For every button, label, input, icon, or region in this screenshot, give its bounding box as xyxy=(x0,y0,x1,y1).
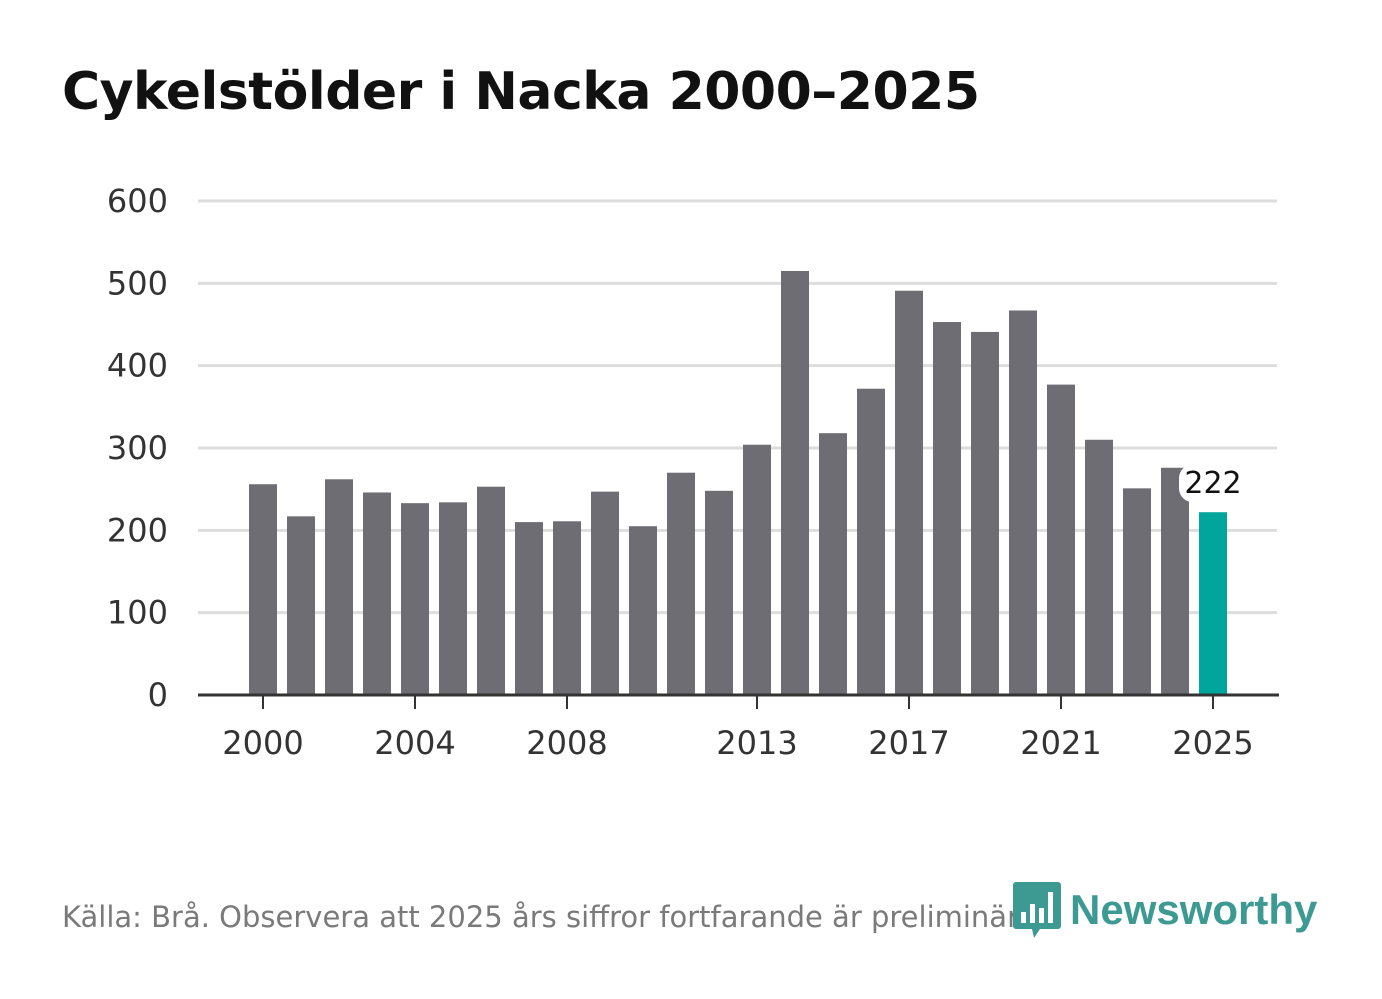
x-tick-label: 2017 xyxy=(868,724,949,762)
bar-2019 xyxy=(971,331,999,695)
x-tick-label: 2004 xyxy=(374,724,455,762)
bar-2002 xyxy=(325,479,353,695)
bar-2017 xyxy=(895,290,923,695)
bar-2025 xyxy=(1199,512,1227,695)
bar-2013 xyxy=(743,444,771,695)
bar-2001 xyxy=(287,516,315,695)
x-tick-label: 2021 xyxy=(1020,724,1101,762)
bar-2012 xyxy=(705,490,733,695)
bars xyxy=(249,270,1227,695)
y-tick-label: 600 xyxy=(107,182,168,220)
bar-2020 xyxy=(1009,310,1037,695)
bar-2010 xyxy=(629,526,657,695)
y-tick-label: 100 xyxy=(107,594,168,632)
bar-2015 xyxy=(819,433,847,695)
bar-2003 xyxy=(363,492,391,695)
x-axis-ticks: 2000 2004 2008 2013 2017 2021 2025 xyxy=(222,695,1254,762)
chart-title: Cykelstölder i Nacka 2000–2025 xyxy=(62,62,980,122)
newsworthy-logo[interactable]: Newsworthy xyxy=(1012,880,1317,940)
x-tick-label: 2013 xyxy=(716,724,797,762)
bar-2016 xyxy=(857,388,885,695)
bar-2004 xyxy=(401,503,429,695)
data-label-2025: 222 xyxy=(1184,466,1241,501)
bar-2018 xyxy=(933,322,961,695)
grid-lines xyxy=(198,199,1277,615)
bar-2006 xyxy=(477,486,505,695)
y-tick-label: 300 xyxy=(107,429,168,467)
bar-2024 xyxy=(1161,467,1189,695)
newsworthy-logo-text: Newsworthy xyxy=(1070,886,1318,933)
bar-2008 xyxy=(553,521,581,695)
bar-2009 xyxy=(591,491,619,695)
bar-2021 xyxy=(1047,384,1075,695)
bar-2005 xyxy=(439,502,467,695)
x-tick-label: 2025 xyxy=(1172,724,1253,762)
y-tick-label: 500 xyxy=(107,264,168,302)
bar-2007 xyxy=(515,522,543,695)
bar-2023 xyxy=(1123,488,1151,695)
newsworthy-logo-icon xyxy=(1013,882,1061,938)
data-label-background xyxy=(1179,464,1247,503)
x-tick-label: 2000 xyxy=(222,724,303,762)
source-note: Källa: Brå. Observera att 2025 års siffr… xyxy=(62,900,1046,934)
bar-2011 xyxy=(667,472,695,695)
x-tick-label: 2008 xyxy=(526,724,607,762)
bar-2014 xyxy=(781,270,809,695)
y-tick-label: 0 xyxy=(148,676,168,714)
y-tick-label: 400 xyxy=(107,347,168,385)
bar-2000 xyxy=(249,484,277,695)
data-labels: 222 xyxy=(1179,464,1247,503)
y-axis-ticks: 0 100 200 300 400 500 600 xyxy=(107,182,168,714)
bar-2022 xyxy=(1085,439,1113,695)
y-tick-label: 200 xyxy=(107,511,168,549)
